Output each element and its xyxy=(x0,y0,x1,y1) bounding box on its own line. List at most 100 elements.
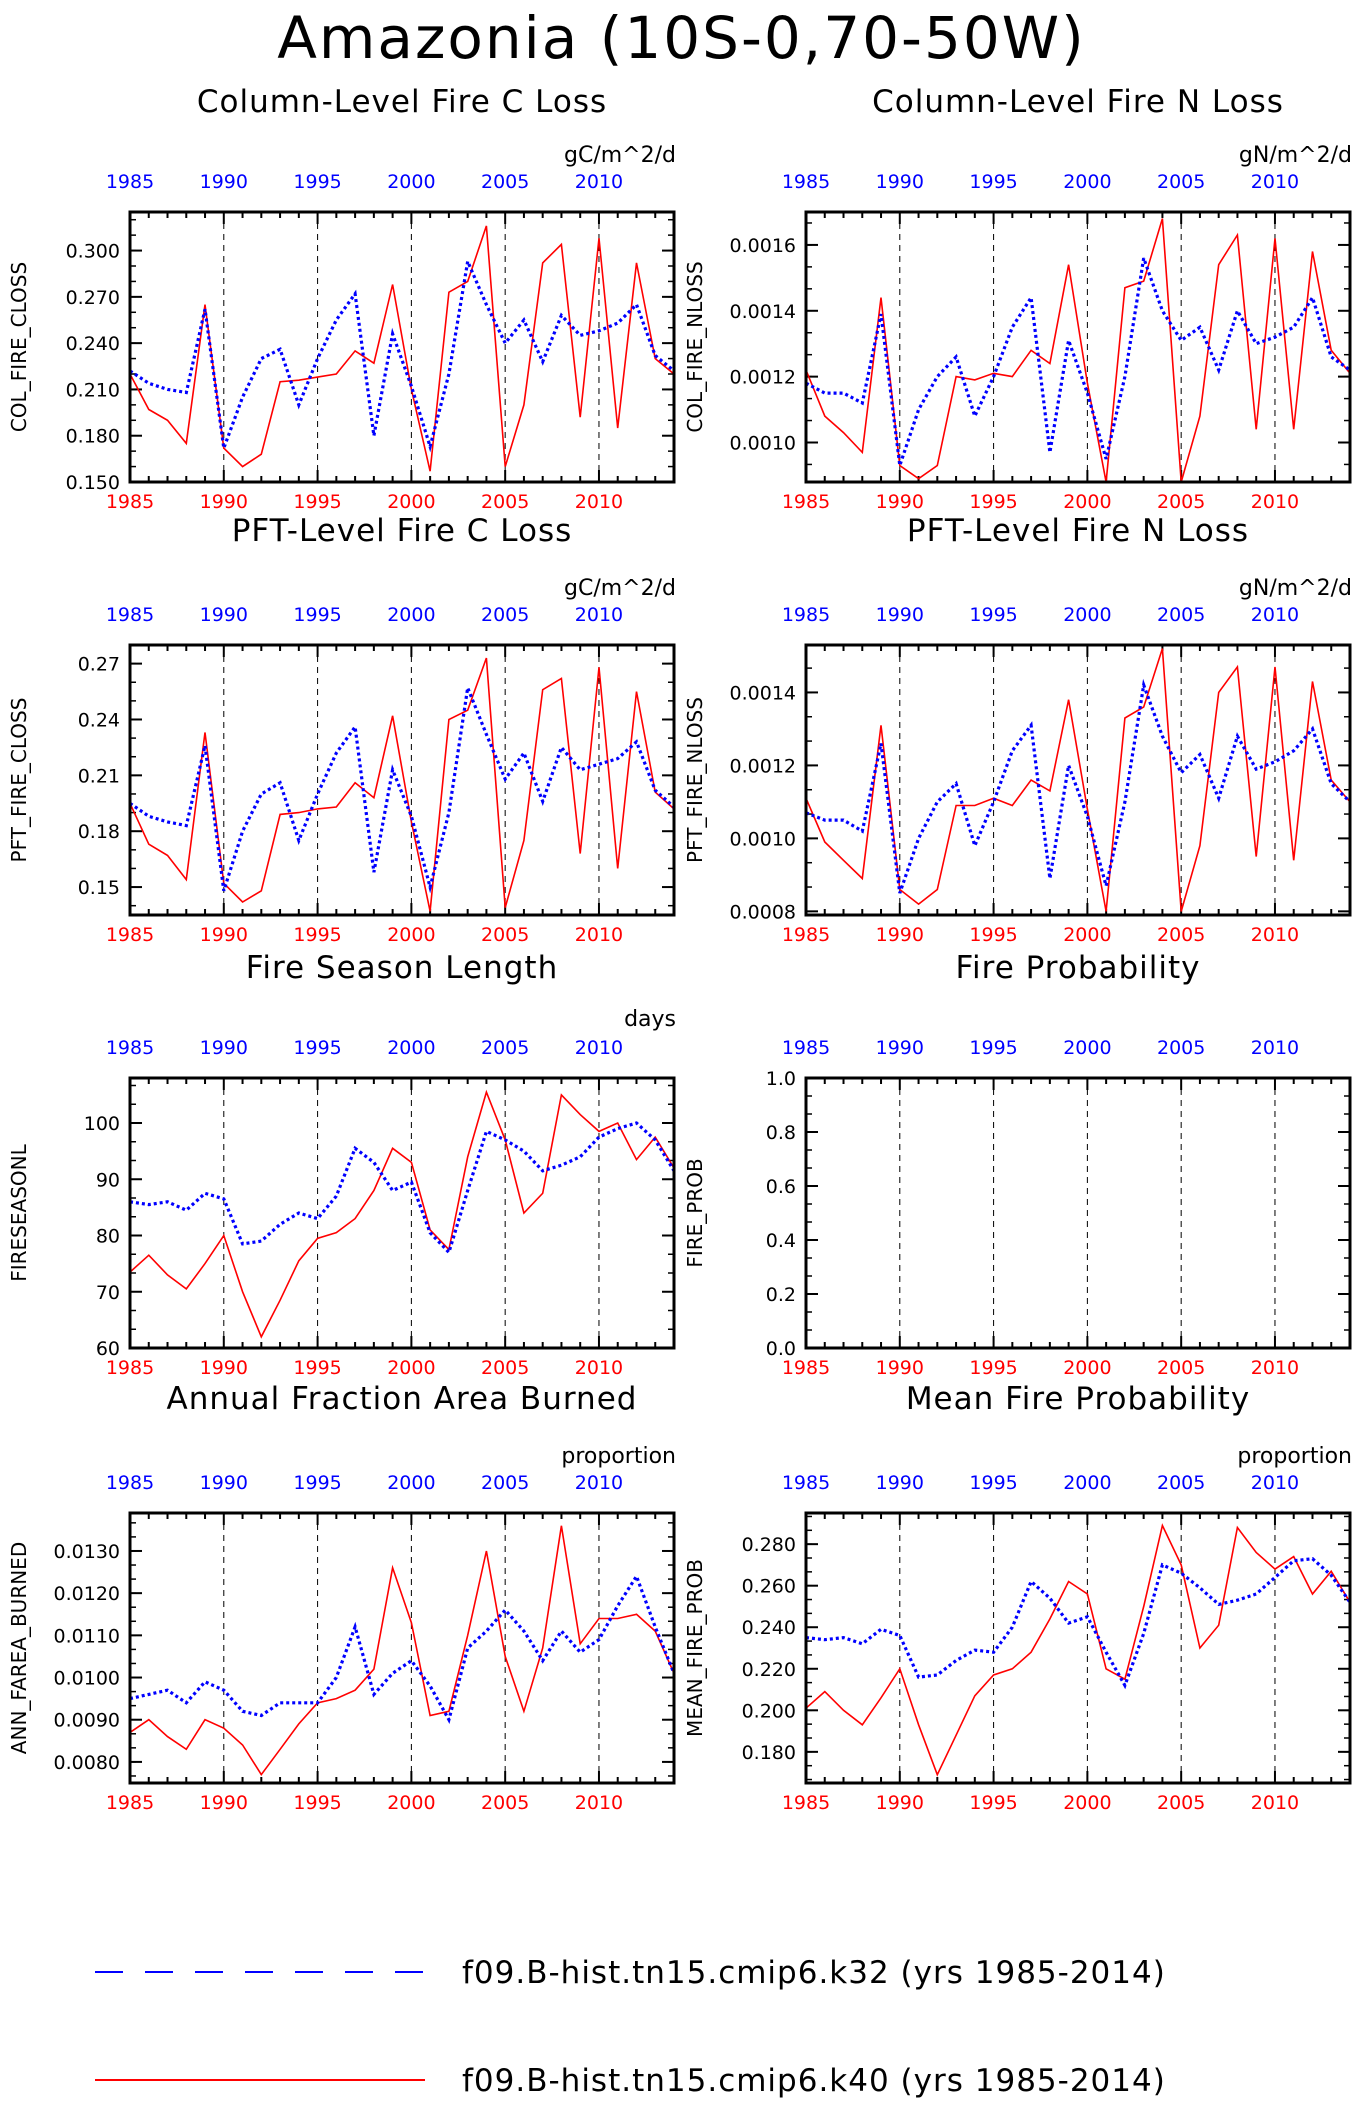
x-tick-label-bottom: 1985 xyxy=(782,1357,830,1379)
y-tick-label: 0.18 xyxy=(78,821,120,843)
plot-frame xyxy=(804,1511,1352,1785)
x-tick-label-bottom: 1990 xyxy=(200,1792,248,1814)
series-line-k40 xyxy=(129,1525,675,1777)
x-tick-label-top: 1990 xyxy=(200,604,248,626)
panel-title: Fire Probability xyxy=(955,950,1200,986)
y-tick-label: 0.0 xyxy=(766,1338,796,1360)
x-tick-label-top: 1995 xyxy=(969,1037,1017,1059)
plot-frame xyxy=(804,643,1352,917)
y-tick-label: 0.0016 xyxy=(730,235,796,257)
series-line-k32 xyxy=(805,678,1352,894)
y-tick-label: 1.0 xyxy=(766,1068,796,1090)
x-tick-label-bottom: 1985 xyxy=(106,491,154,513)
x-tick-label-bottom: 1985 xyxy=(782,491,830,513)
y-tick-label: 0.0090 xyxy=(54,1710,120,1732)
y-axis-label: FIRESEASONL xyxy=(7,1143,31,1281)
x-tick-label-bottom: 2005 xyxy=(1157,1357,1205,1379)
plot-frame xyxy=(804,210,1352,484)
x-tick-label-top: 1995 xyxy=(293,1472,341,1494)
panel-title: Column-Level Fire N Loss xyxy=(872,84,1284,120)
x-tick-label-bottom: 1985 xyxy=(106,924,154,946)
x-tick-label-top: 2005 xyxy=(481,604,529,626)
panel-3: PFT-Level Fire C Loss gC/m^2/d PFT_FIRE_CL… xyxy=(7,513,676,946)
x-tick-label-top: 2005 xyxy=(481,1472,529,1494)
x-tick-label-top: 1995 xyxy=(293,604,341,626)
plot-frame xyxy=(128,1076,676,1350)
panel-units: proportion xyxy=(561,1444,676,1469)
series-line-k32 xyxy=(129,1121,676,1256)
x-tick-label-bottom: 1995 xyxy=(293,924,341,946)
y-tick-label: 0.270 xyxy=(66,287,120,309)
y-tick-label: 0.200 xyxy=(742,1700,796,1722)
x-tick-label-top: 1995 xyxy=(969,604,1017,626)
x-tick-label-bottom: 2000 xyxy=(1063,491,1111,513)
y-tick-label: 0.210 xyxy=(66,379,120,401)
x-tick-label-bottom: 2000 xyxy=(1063,1792,1111,1814)
x-tick-label-bottom: 1990 xyxy=(876,924,924,946)
x-tick-label-bottom: 1995 xyxy=(969,1792,1017,1814)
x-tick-label-bottom: 2000 xyxy=(387,1357,435,1379)
x-tick-label-bottom: 1995 xyxy=(293,1792,341,1814)
y-tick-label: 80 xyxy=(96,1226,120,1248)
x-tick-label-bottom: 2000 xyxy=(387,491,435,513)
x-tick-label-top: 2010 xyxy=(575,1472,623,1494)
y-tick-label: 0.220 xyxy=(742,1659,796,1681)
series-line-k40 xyxy=(129,225,675,472)
panel-units: days xyxy=(624,1007,676,1032)
y-tick-label: 0.0130 xyxy=(54,1541,120,1563)
y-tick-label: 0.27 xyxy=(78,654,120,676)
x-tick-label-top: 2010 xyxy=(1251,604,1299,626)
x-tick-label-top: 1990 xyxy=(876,1472,924,1494)
panel-title: Annual Fraction Area Burned xyxy=(167,1381,638,1417)
y-tick-label: 0.0110 xyxy=(54,1625,120,1647)
panel-2: Column-Level Fire N Loss gN/m^2/d COL_FIRE… xyxy=(683,84,1352,513)
figure-title: Amazonia (10S-0,70-50W) xyxy=(277,4,1086,72)
x-tick-label-top: 2000 xyxy=(387,1037,435,1059)
legend-label-2: f09.B-hist.tn15.cmip6.k40 (yrs 1985-2014… xyxy=(462,2063,1166,2099)
y-tick-label: 0.180 xyxy=(66,426,120,448)
series-line-k40 xyxy=(805,218,1351,483)
x-tick-label-top: 1985 xyxy=(782,1472,830,1494)
x-tick-label-bottom: 1990 xyxy=(200,1357,248,1379)
x-tick-label-top: 1985 xyxy=(782,171,830,193)
series-line-k32 xyxy=(129,681,676,894)
x-tick-label-bottom: 2010 xyxy=(1251,1792,1299,1814)
y-tick-label: 0.300 xyxy=(66,241,120,263)
x-tick-label-top: 1985 xyxy=(106,1472,154,1494)
y-tick-label: 0.6 xyxy=(766,1176,796,1198)
y-axis-label: COL_FIRE_CLOSS xyxy=(7,262,31,432)
y-tick-label: 0.280 xyxy=(742,1534,796,1556)
x-tick-label-bottom: 2005 xyxy=(1157,491,1205,513)
x-tick-label-top: 1985 xyxy=(106,604,154,626)
series-line-k40 xyxy=(805,648,1351,912)
panel-7: Annual Fraction Area Burned proportion ANN… xyxy=(7,1381,676,1814)
panel-title: Column-Level Fire C Loss xyxy=(197,84,607,120)
x-tick-label-bottom: 2010 xyxy=(1251,1357,1299,1379)
panel-8: Mean Fire Probability proportion MEAN_FIRE… xyxy=(683,1381,1352,1814)
y-tick-label: 0.24 xyxy=(78,709,120,731)
y-tick-label: 0.0010 xyxy=(730,432,796,454)
x-tick-label-top: 2005 xyxy=(1157,604,1205,626)
y-axis-label: PFT_FIRE_CLOSS xyxy=(7,698,31,863)
x-tick-label-bottom: 2005 xyxy=(1157,1792,1205,1814)
x-tick-label-bottom: 2010 xyxy=(575,491,623,513)
panel-5: Fire Season Length days FIRESEASONL 1985 198… xyxy=(7,950,676,1379)
y-tick-label: 0.150 xyxy=(66,472,120,494)
x-tick-label-top: 1995 xyxy=(293,171,341,193)
y-tick-label: 0.180 xyxy=(742,1742,796,1764)
y-tick-label: 0.0010 xyxy=(730,828,796,850)
x-tick-label-top: 2000 xyxy=(1063,1037,1111,1059)
x-tick-label-top: 2010 xyxy=(1251,1037,1299,1059)
panel-units: gN/m^2/d xyxy=(1239,143,1352,168)
x-tick-label-bottom: 1985 xyxy=(782,924,830,946)
x-tick-label-bottom: 1990 xyxy=(876,1792,924,1814)
x-tick-label-top: 1985 xyxy=(782,604,830,626)
panel-units: gN/m^2/d xyxy=(1239,576,1352,601)
x-tick-label-top: 2005 xyxy=(481,1037,529,1059)
y-tick-label: 0.240 xyxy=(742,1617,796,1639)
x-tick-label-bottom: 1990 xyxy=(200,491,248,513)
x-tick-label-top: 2005 xyxy=(1157,1472,1205,1494)
plot-frame xyxy=(128,1511,676,1785)
x-tick-label-bottom: 2000 xyxy=(1063,924,1111,946)
panel-title: PFT-Level Fire C Loss xyxy=(232,513,573,549)
